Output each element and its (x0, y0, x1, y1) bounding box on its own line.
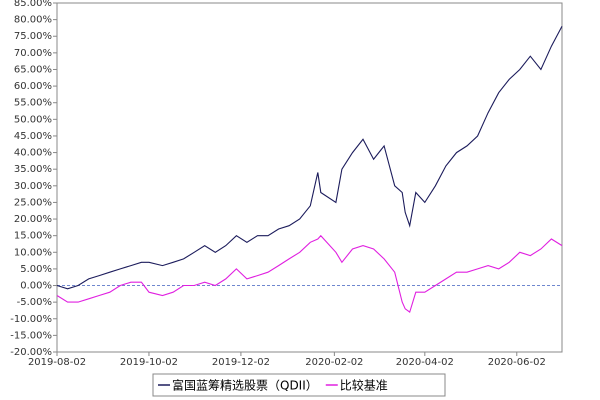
y-tick-label: 75.00% (14, 31, 52, 42)
legend-label: 比较基准 (340, 378, 388, 393)
y-tick-label: 15.00% (14, 231, 52, 242)
legend-label: 富国蓝筹精选股票（QDII） (172, 378, 318, 393)
x-tick-label: 2019-08-02 (28, 357, 86, 368)
series-line (56, 234, 563, 314)
y-tick-label: 20.00% (14, 214, 52, 225)
y-tick-label: 35.00% (14, 164, 52, 175)
y-tick-label: 70.00% (14, 48, 52, 59)
y-tick-label: 0.00% (20, 281, 52, 292)
x-tick-label: 2020-06-02 (488, 357, 546, 368)
y-tick-label: 5.00% (20, 264, 52, 275)
y-tick-label: 60.00% (14, 81, 52, 92)
y-tick-label: -10.00% (10, 314, 52, 325)
y-tick-label: 65.00% (14, 64, 52, 75)
y-tick-label: 25.00% (14, 197, 52, 208)
series-line (56, 26, 563, 290)
legend-box (152, 373, 446, 397)
y-tick-label: 80.00% (14, 15, 52, 26)
y-tick-label: 10.00% (14, 247, 52, 258)
y-tick-label: 85.00% (14, 0, 52, 9)
x-tick-label: 2019-10-02 (120, 357, 178, 368)
y-tick-label: 55.00% (14, 98, 52, 109)
y-tick-label: -15.00% (10, 330, 52, 341)
y-tick-label: 30.00% (14, 181, 52, 192)
x-tick-label: 2020-02-02 (305, 357, 363, 368)
y-tick-label: 40.00% (14, 148, 52, 159)
x-tick-label: 2019-12-02 (212, 357, 270, 368)
x-tick-label: 2020-04-02 (396, 357, 454, 368)
y-tick-label: -5.00% (17, 297, 52, 308)
y-tick-label: 45.00% (14, 131, 52, 142)
y-tick-label: 50.00% (14, 114, 52, 125)
plot-area (56, 2, 563, 353)
y-tick-label: -20.00% (10, 347, 52, 358)
